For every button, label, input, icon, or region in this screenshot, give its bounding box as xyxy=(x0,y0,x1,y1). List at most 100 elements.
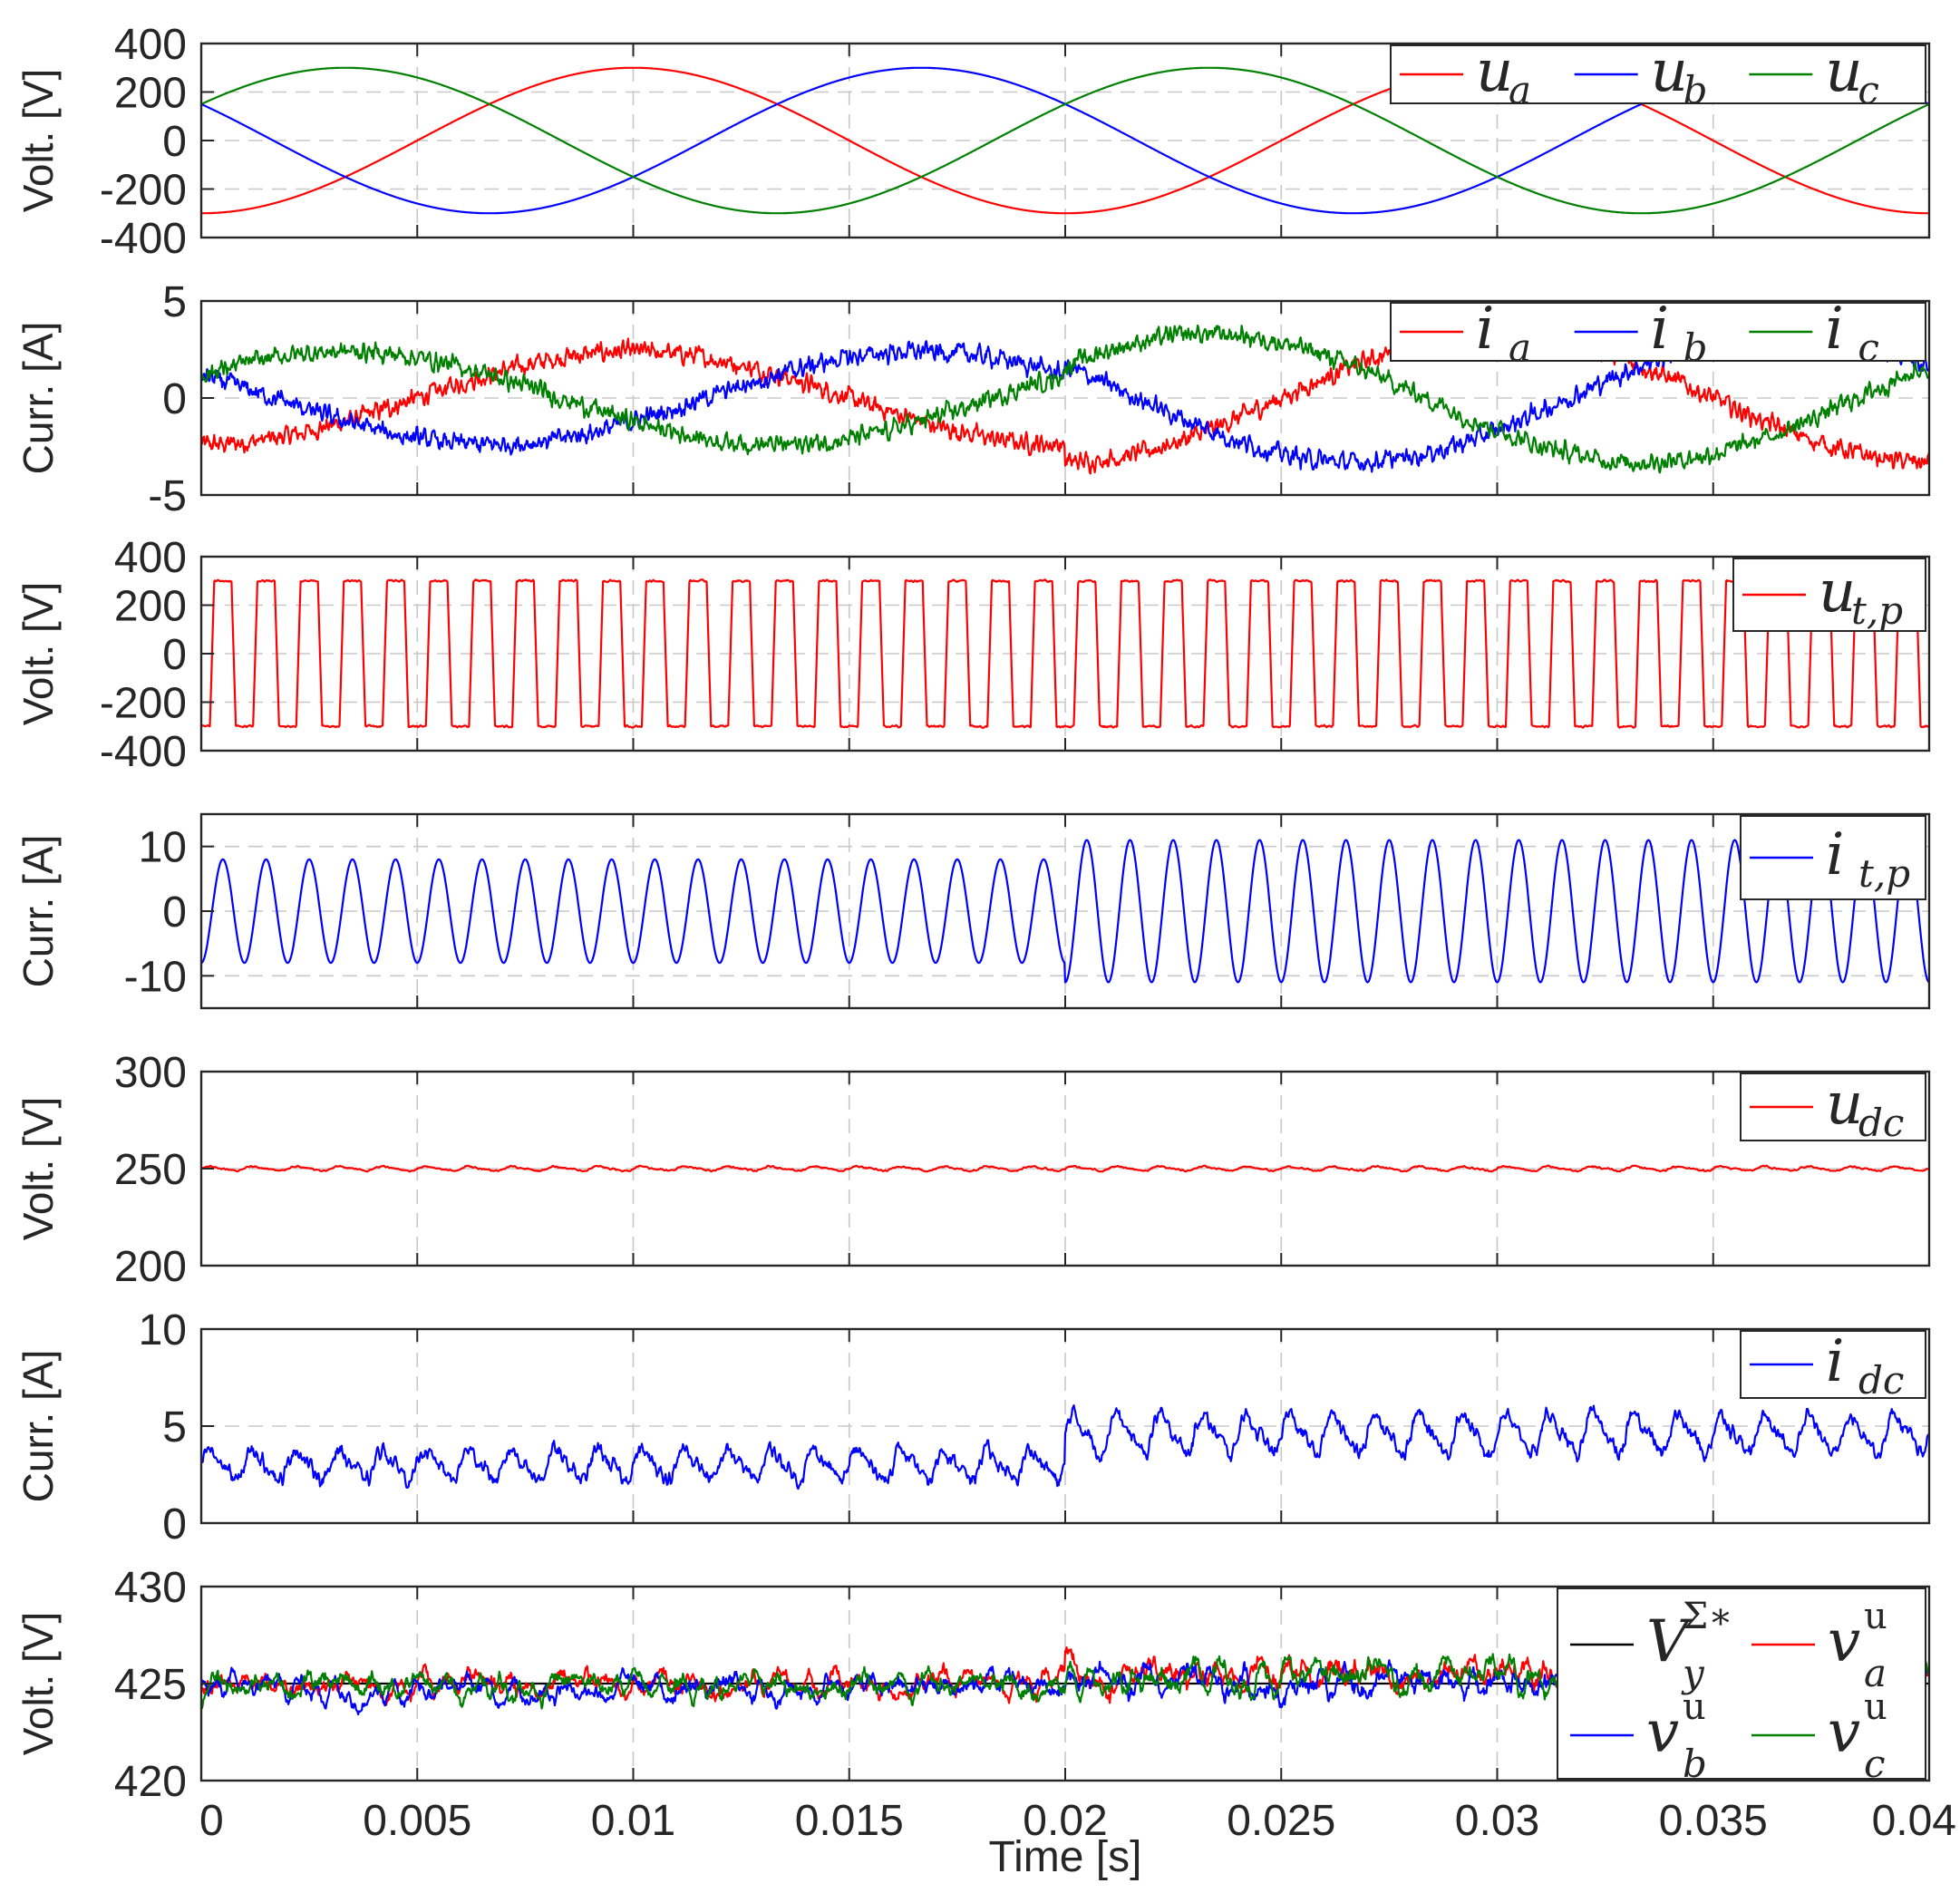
y-tick-label: 300 xyxy=(114,1049,187,1097)
legend-label-subscript: t,p xyxy=(1858,851,1910,896)
y-axis-label: Curr. [A] xyxy=(15,1350,62,1503)
y-tick-label: 400 xyxy=(114,534,187,582)
legend: ua ub uc xyxy=(1390,38,1926,112)
legend: udc xyxy=(1740,1071,1926,1145)
legend-label-superscript: u xyxy=(1683,1686,1706,1728)
legend-label: V xyxy=(1646,1608,1693,1675)
panel-5: 300 250 200 Volt. [V] udc xyxy=(15,1049,1931,1291)
y-tick-label: 250 xyxy=(114,1146,187,1194)
y-tick-label: 0 xyxy=(162,631,187,679)
series-line-u-tp xyxy=(201,578,1929,729)
series-line-i-b xyxy=(201,323,1929,473)
legend-label: i xyxy=(1825,296,1843,363)
legend-box xyxy=(1557,1587,1926,1780)
x-tick-label: 0.04 xyxy=(1872,1797,1956,1845)
x-tick-label: 0.035 xyxy=(1659,1797,1768,1845)
y-tick-label: 0 xyxy=(162,888,187,937)
legend-label-superscript: u xyxy=(1864,1596,1887,1637)
panel-4: 10 0 -10 Curr. [A] i t,p xyxy=(15,812,1931,1010)
series-line-i-c xyxy=(201,324,1929,474)
legend-label: i xyxy=(1826,821,1844,888)
x-tick-label: 0.01 xyxy=(591,1797,675,1845)
legend-label: v xyxy=(1646,1699,1679,1766)
legend-label: u xyxy=(1476,38,1513,105)
y-tick-label: -400 xyxy=(100,728,187,776)
legend-label-subscript: a xyxy=(1509,325,1531,370)
y-axis-label: Curr. [A] xyxy=(15,322,62,475)
x-tick-label: 0.015 xyxy=(795,1797,904,1845)
legend-label: u xyxy=(1825,38,1862,105)
legend-label-subscript: c xyxy=(1858,68,1879,112)
y-tick-label: 0 xyxy=(162,1500,187,1548)
y-axis-label: Volt. [V] xyxy=(15,1612,62,1756)
y-tick-label: 5 xyxy=(162,278,187,326)
legend-label-subscript: a xyxy=(1864,1651,1887,1695)
series-line-i-dc xyxy=(201,1404,1929,1490)
x-tick-label: 0.025 xyxy=(1227,1797,1335,1845)
legend-label-subscript: b xyxy=(1683,1742,1707,1786)
legend-label: v xyxy=(1828,1608,1860,1675)
y-tick-label: 420 xyxy=(114,1758,187,1806)
y-tick-label: -200 xyxy=(100,680,187,728)
x-tick-label: 0.02 xyxy=(1023,1797,1107,1845)
legend-label-subscript: dc xyxy=(1858,1101,1904,1145)
legend: VyΣ∗ v auv bu v cu xyxy=(1557,1587,1926,1786)
y-tick-label: 200 xyxy=(114,1243,187,1291)
legend-label-superscript: Σ∗ xyxy=(1683,1596,1732,1637)
y-tick-label: 430 xyxy=(114,1564,187,1612)
y-tick-label: 400 xyxy=(114,21,187,69)
legend: ut,p xyxy=(1732,558,1926,633)
legend-label: u xyxy=(1826,1071,1863,1138)
series-line-u-dc xyxy=(201,1164,1929,1173)
legend-label-subscript: dc xyxy=(1858,1358,1904,1403)
legend-label: u xyxy=(1819,558,1856,626)
legend-box xyxy=(1390,44,1926,104)
series-line-i-tp xyxy=(201,839,1929,984)
series-line-u-c xyxy=(201,66,1929,215)
legend-label: i xyxy=(1826,1328,1844,1395)
legend-label-subscript: a xyxy=(1509,68,1531,112)
x-tick-label: 0.03 xyxy=(1455,1797,1539,1845)
legend: i t,p xyxy=(1740,815,1926,900)
y-tick-label: 5 xyxy=(162,1403,187,1451)
legend-label-subscript: t,p xyxy=(1851,588,1903,633)
legend-label-subscript: b xyxy=(1683,68,1708,112)
y-tick-label: -5 xyxy=(148,472,187,520)
legend-label-subscript: c xyxy=(1858,325,1879,370)
y-tick-label: -200 xyxy=(100,167,187,215)
y-tick-label: 200 xyxy=(114,583,187,631)
y-tick-label: 0 xyxy=(162,375,187,423)
legend-label: v xyxy=(1828,1699,1860,1766)
y-axis-label: Curr. [A] xyxy=(15,835,62,988)
panel-6: 10 5 0 Curr. [A] i dc xyxy=(15,1306,1931,1548)
x-tick-label: 0 xyxy=(199,1797,224,1845)
legend-label: i xyxy=(1651,296,1669,363)
y-tick-label: 425 xyxy=(114,1661,187,1709)
legend-box xyxy=(1740,1073,1926,1141)
y-tick-label: -10 xyxy=(124,953,187,1001)
y-tick-label: 10 xyxy=(139,1306,187,1354)
y-tick-label: 10 xyxy=(139,824,187,872)
y-axis-label: Volt. [V] xyxy=(15,1097,62,1241)
legend-label-superscript: u xyxy=(1864,1686,1887,1728)
legend-label-subscript: c xyxy=(1864,1742,1886,1786)
y-axis-label: Volt. [V] xyxy=(15,582,62,726)
y-tick-label: -400 xyxy=(100,215,187,263)
legend-label: u xyxy=(1651,38,1688,105)
legend-label-subscript: y xyxy=(1681,1651,1705,1695)
legend-label: i xyxy=(1476,296,1494,363)
x-tick-label: 0.005 xyxy=(363,1797,471,1845)
y-tick-label: 0 xyxy=(162,118,187,166)
legend-box xyxy=(1390,302,1926,362)
legend-label-subscript: b xyxy=(1683,325,1708,370)
y-tick-label: 200 xyxy=(114,70,187,118)
legend: i dc xyxy=(1740,1328,1926,1403)
y-axis-label: Volt. [V] xyxy=(15,69,62,213)
x-axis-label: Time [s] xyxy=(989,1833,1142,1881)
